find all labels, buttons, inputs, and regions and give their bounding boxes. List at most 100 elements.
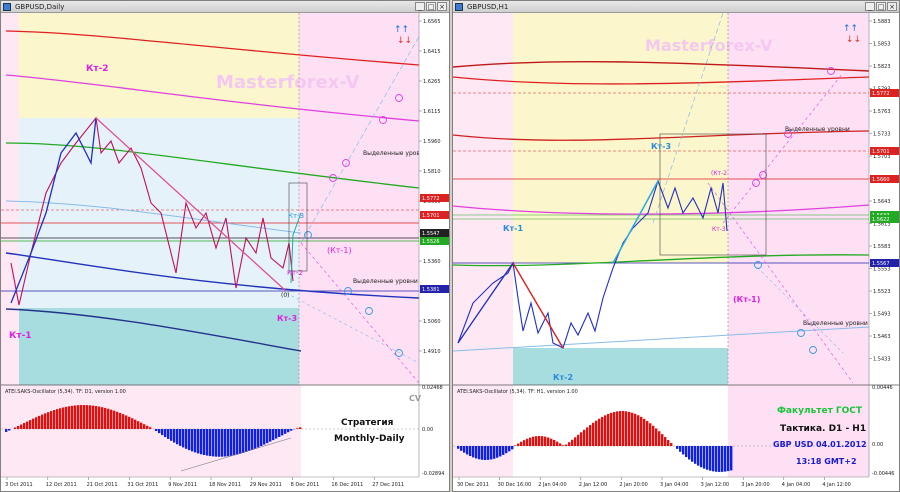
price-tag (420, 237, 449, 245)
osc-bar (161, 429, 164, 436)
osc-bar (667, 440, 670, 446)
price-tag (420, 229, 449, 237)
osc-bar (688, 446, 691, 460)
osc-bar (613, 411, 616, 446)
osc-bar (248, 429, 251, 451)
osc-bar (490, 446, 493, 460)
price-tick-label: 1.5553 (873, 267, 891, 273)
price-tick-label: 1.6115 (423, 109, 441, 115)
left-window-title: GBPUSD,Daily (15, 3, 65, 11)
osc-bar (254, 429, 257, 449)
price-tick-label: 1.5960 (423, 139, 441, 145)
osc-bar (709, 446, 712, 471)
date-tick-label: 8 Dec 2011 (291, 482, 320, 488)
left-levels-note: Выделенные уровни (363, 150, 428, 157)
price-tag-label: 1.5660 (872, 177, 890, 183)
osc-bar (718, 446, 721, 472)
osc-bar (155, 429, 158, 432)
price-tag-label: 1.5772 (872, 91, 890, 97)
right-chart-window[interactable]: GBPUSD,H1 _ □ × Masterforex-V (452, 0, 900, 492)
osc-bar (260, 429, 263, 446)
osc-bar (484, 446, 487, 460)
price-tag (420, 211, 449, 219)
label-zero: (0) (281, 292, 290, 299)
osc-bar (469, 446, 472, 457)
left-window-controls: _ □ × (415, 2, 447, 11)
price-tick-label: 1.5733 (873, 132, 891, 138)
left-chart-window[interactable]: GBPUSD,Daily _ □ × Masterforex-V (0, 0, 450, 492)
right-window-titlebar[interactable]: GBPUSD,H1 _ □ × (453, 1, 899, 13)
left-price-tags: 1.5772 1.5701 1.5547 1.5526 1.5381 (420, 194, 449, 293)
osc-bar (74, 405, 77, 429)
left-main-chart[interactable]: Masterforex-V Кт-2 Кт-1 (1, 13, 450, 492)
osc-bar (233, 429, 236, 456)
date-tick-label: 3 Oct 2011 (5, 482, 33, 488)
price-tick-label: 1.5810 (423, 169, 441, 175)
osc-bar (107, 408, 110, 429)
osc-bar (553, 440, 556, 446)
down-arrows-icon: ↓↓ (846, 35, 861, 45)
osc-bar (643, 418, 646, 446)
osc-bar (493, 446, 496, 459)
close-icon[interactable]: × (437, 2, 447, 11)
maximize-icon[interactable]: □ (876, 2, 886, 11)
osc-bar (146, 425, 149, 429)
price-tag (870, 215, 899, 223)
osc-bar (41, 414, 44, 429)
osc-tick-label: 0.00446 (872, 385, 893, 391)
osc-bar (164, 429, 167, 438)
osc-bar (245, 429, 248, 453)
osc-bar (679, 446, 682, 452)
osc-bar (278, 429, 281, 437)
date-tick-label: 9 Nov 2011 (168, 482, 197, 488)
osc-bar (182, 429, 185, 448)
osc-bar (65, 406, 68, 429)
osc-bar (95, 406, 98, 429)
left-osc-title: ATEI.SAKS-Oscillator (5,34). TF: D1, ver… (5, 389, 126, 395)
price-tick-label: 1.5060 (423, 319, 441, 325)
osc-bar (269, 429, 272, 442)
osc-bar (706, 446, 709, 470)
price-tick-label: 1.5613 (873, 222, 891, 228)
osc-bar (655, 428, 658, 446)
minimize-icon[interactable]: _ (415, 2, 425, 11)
osc-bar (508, 446, 511, 452)
osc-bar (20, 424, 23, 429)
osc-bar (170, 429, 173, 441)
osc-bar (694, 446, 697, 464)
osc-bar (185, 429, 188, 449)
osc-bar (604, 415, 607, 446)
price-tick-label: 1.6415 (423, 49, 441, 55)
minimize-icon[interactable]: _ (865, 2, 875, 11)
right-date-axis: 30 Dec 2011 30 Dec 16:00 2 Jan 04:00 2 Jan … (457, 477, 851, 488)
price-tick-label: 1.5360 (423, 259, 441, 265)
osc-tick-label: 0.00 (422, 427, 433, 433)
label-kt1-paren: (Кт-1) (733, 295, 760, 304)
left-window-titlebar[interactable]: GBPUSD,Daily _ □ × (1, 1, 449, 13)
osc-bar (712, 446, 715, 472)
maximize-icon[interactable]: □ (426, 2, 436, 11)
label-kt1: Кт-1 (503, 224, 523, 233)
osc-bar (119, 412, 122, 429)
label-kt3: Кт-3 (277, 314, 297, 323)
osc-tick-label: 0.00 (872, 442, 883, 448)
label-kt2: Кт-2 (553, 373, 573, 382)
osc-bar (251, 429, 254, 450)
osc-bar (38, 415, 41, 429)
osc-bar (559, 443, 562, 446)
osc-bar (514, 445, 517, 446)
osc-bar (8, 429, 11, 431)
close-icon[interactable]: × (887, 2, 897, 11)
up-arrows-icon: ↑↑ (394, 25, 409, 35)
osc-bar (86, 405, 89, 429)
price-tick-label: 1.5883 (873, 19, 891, 25)
osc-bar (158, 429, 161, 434)
right-levels-note-2: Выделенные уровни (803, 320, 868, 327)
osc-bar (652, 425, 655, 446)
price-tag-label: 1.5701 (872, 149, 890, 155)
osc-bar (505, 446, 508, 454)
date-tick-label: 4 Jan 12:00 (822, 482, 850, 488)
osc-bar (203, 429, 206, 456)
right-main-chart[interactable]: Masterforex-V Кт-1 (453, 13, 900, 492)
osc-bar (209, 429, 212, 457)
